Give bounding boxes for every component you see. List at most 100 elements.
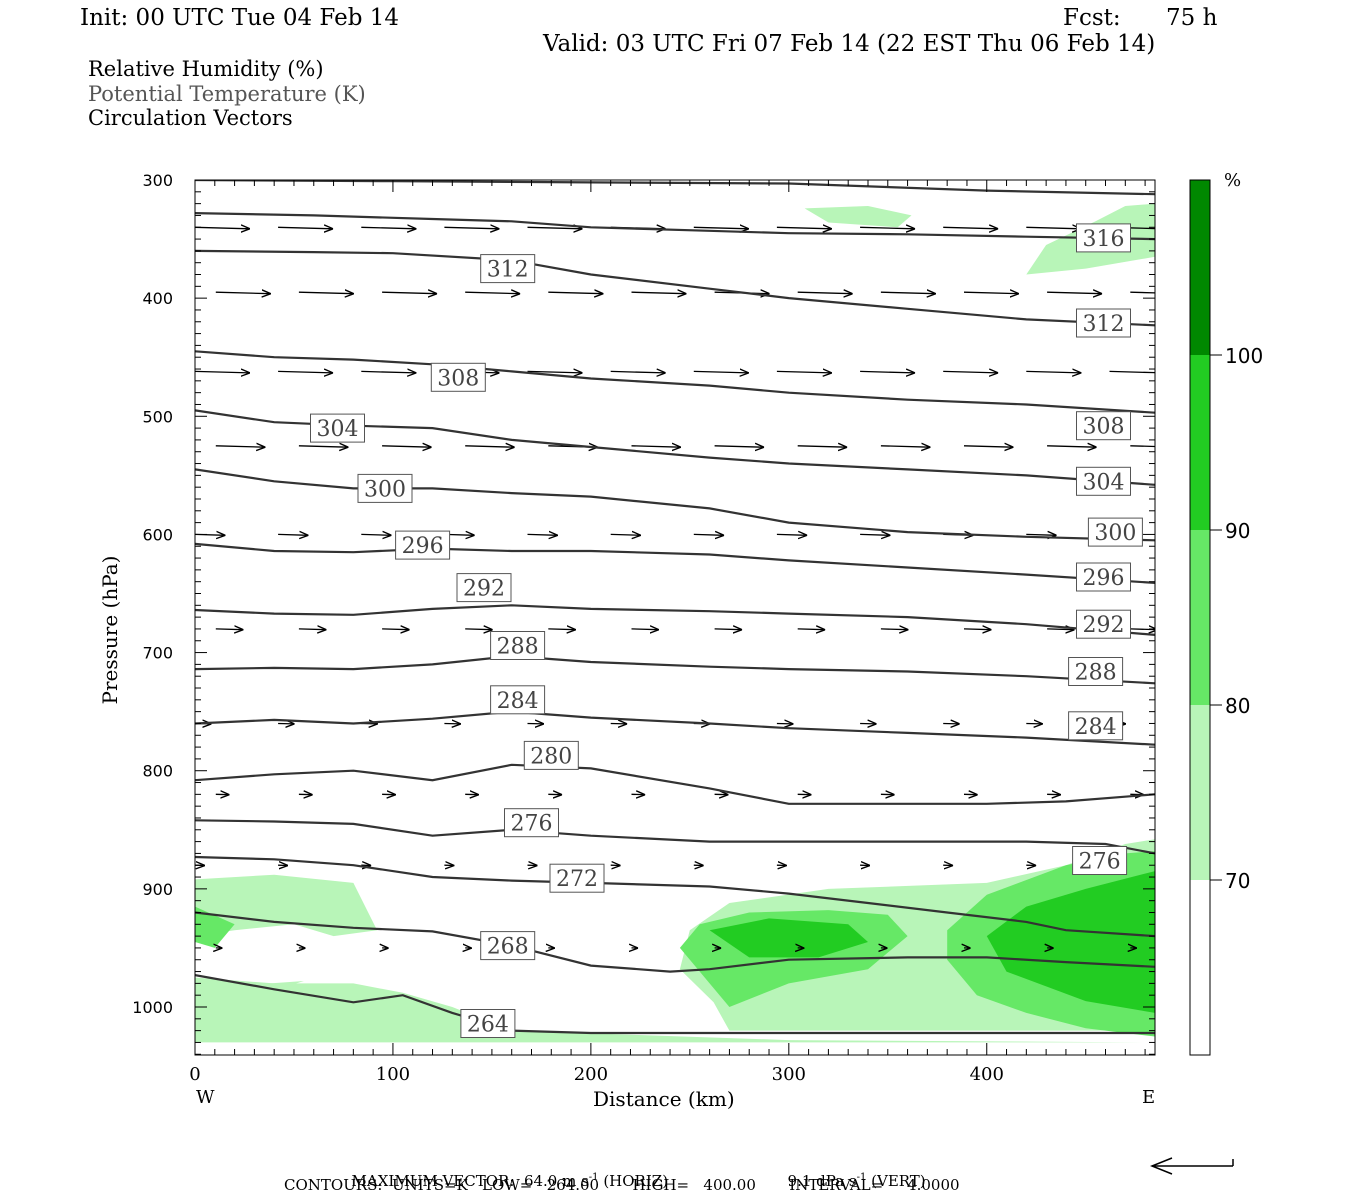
circulation-vector [548,629,576,630]
theta-contour-line [195,911,1155,973]
circulation-vector [278,227,333,229]
circulation-vector [610,371,666,373]
theta-contour-label: 304 [310,413,365,443]
circulation-vector [298,292,354,294]
theta-contour-label-text: 316 [1083,227,1125,252]
vert-vector-line: 9.1 dPa s-1 (VERT) [778,1158,926,1189]
x-tick-label: 0 [189,1064,200,1085]
theta-contour-label: 296 [1076,562,1131,592]
init-time: Init: 00 UTC Tue 04 Feb 14 [80,5,400,31]
circulation-vector [880,446,931,447]
theta-contour-label-text: 264 [467,1013,509,1038]
x-tick-label: 200 [574,1064,608,1085]
circulation-vector [631,292,687,294]
circulation-vector [382,292,437,294]
circulation-vector [1047,292,1102,294]
colorbar-segment [1190,880,1210,1055]
forecast-label: Fcst: [1063,5,1121,31]
circulation-vector [1130,629,1155,630]
theta-contour-line [195,819,1155,855]
circulation-vector [361,227,416,229]
theta-contour-label: 288 [490,631,546,660]
colorbar-tick-label: 100 [1225,344,1263,368]
x-tick-label: 400 [970,1064,1004,1085]
rh-region-1 [195,839,1155,1043]
theta-contour-label-text: 308 [437,366,479,391]
max-vector-line: MAXIMUM VECTOR: 64.0 m s-1 (HORIZ) [342,1158,669,1189]
theta-contour-label: 292 [1076,609,1131,639]
circulation-vector [298,446,349,447]
theta-contour-line [195,249,1155,327]
theta-contour-label: 268 [480,931,536,961]
theta-contour-label: 308 [430,362,486,392]
circulation-vector [215,446,265,447]
theta-contour-label-text: 292 [463,577,505,602]
circulation-vector [1130,291,1155,294]
x-tick-label: 100 [376,1064,410,1085]
circulation-vector [797,446,848,447]
circulation-vector [527,371,583,373]
theta-contour-label: 284 [490,685,546,715]
valid-time: Valid: 03 UTC Fri 07 Feb 14 (22 EST Thu … [543,31,1156,57]
circulation-vector [693,534,724,535]
circulation-vector [195,371,250,373]
theta-contour-label: 276 [1072,846,1128,875]
theta-contour-label-text: 304 [1083,470,1125,495]
theta-contour-line [195,855,1155,938]
circulation-vector [776,534,807,535]
colorbar-segment [1190,705,1210,880]
theta-contour-label: 276 [504,808,559,838]
contour-label-layer: 264 268 272 276 276 280 284 284 288 288 292 292 296 2… [310,223,1143,1038]
rh-region-8 [709,918,868,958]
circulation-vector [693,371,749,373]
colorbar-segment [1190,180,1210,355]
circulation-vector [465,629,493,630]
theta-contour-label: 296 [395,530,451,560]
y-tick-label: 600 [142,525,173,544]
colorbar-tick-label: 80 [1225,694,1250,718]
circulation-vector [776,371,832,373]
circulation-vector [465,446,515,447]
horiz-exp: -1 [588,1172,599,1183]
forecast-hours: 75 h [1166,5,1218,31]
rh-region-4 [270,981,304,991]
theta-contour-label-text: 304 [317,417,359,442]
circulation-vector [963,292,1019,294]
colorbar-unit: % [1224,170,1242,191]
theta-contour-label: 284 [1068,711,1124,741]
circulation-vector [527,227,583,229]
theta-contour-label-text: 276 [1079,850,1121,875]
circulation-vector [298,629,327,630]
theta-contour-line [195,710,1155,746]
theta-contour-label-text: 280 [530,744,572,769]
reference-vector-arrow [1149,1157,1234,1175]
theta-contour-label: 316 [1076,223,1131,253]
theta-contour-label: 300 [1087,517,1143,547]
rh-region-0 [195,874,378,937]
rh-region-7 [195,906,235,948]
theta-contour-label-text: 312 [1083,312,1125,337]
colorbar-tick-label: 70 [1225,869,1250,893]
circulation-vector [631,446,682,447]
circulation-vector [714,629,743,630]
circulation-vector [444,227,499,229]
colorbar: 70 80 90 100 [1189,179,1263,1056]
colorbar-segment [1190,530,1210,705]
circulation-vector [1026,227,1081,229]
theta-contour-label: 312 [480,254,536,284]
theta-contour-label: 292 [456,573,512,603]
circulation-vector [1026,534,1056,535]
theta-contour-line [195,763,1155,805]
theta-contour-label-text: 284 [1075,715,1117,740]
x-right-end-label: E [1142,1087,1156,1108]
theta-contour-label-text: 284 [497,689,539,714]
y-tick-label: 1000 [132,998,173,1017]
circulation-vector [215,629,244,630]
theta-contour-label-text: 288 [1075,661,1117,686]
circulation-vector [943,371,998,373]
circulation-vector [278,371,333,373]
theta-contour-line [195,180,1155,196]
circulation-vector [1047,446,1097,447]
vert-tag: (VERT) [871,1172,926,1190]
